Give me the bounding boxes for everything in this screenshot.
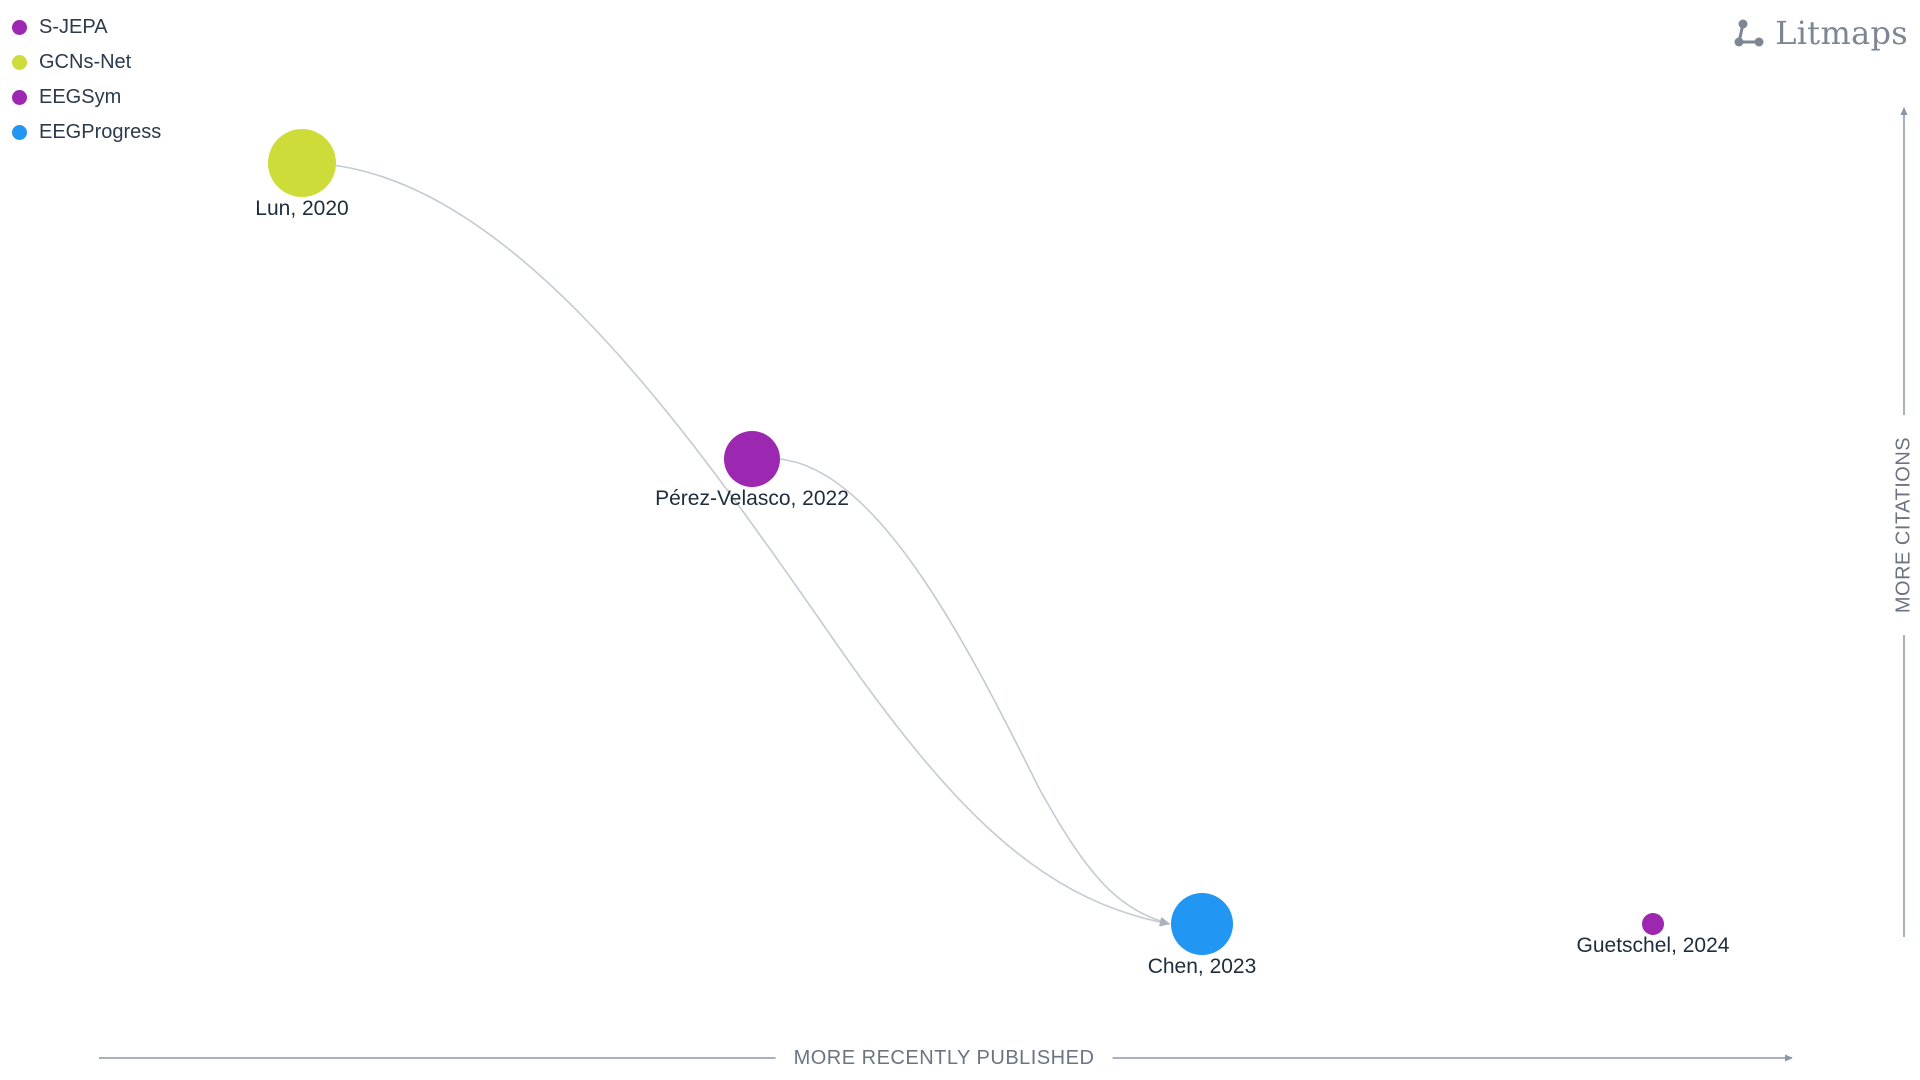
legend-label: S-JEPA xyxy=(39,15,108,38)
legend-item-s-jepa[interactable]: S-JEPA xyxy=(12,14,161,40)
legend-dot-eegprogress xyxy=(12,124,27,140)
litmaps-logo-icon xyxy=(1734,19,1764,47)
link-lun-to-chen[interactable] xyxy=(301,162,1171,927)
y-axis-label: MORE CITATIONS xyxy=(1892,414,1916,636)
legend-item-eegprogress[interactable]: EEGProgress xyxy=(12,119,161,145)
paper-node-lun-2020[interactable] xyxy=(268,129,336,197)
legend-label: EEGProgress xyxy=(39,120,162,143)
node-label-perez-velasco[interactable]: Pérez-Velasco, 2022 xyxy=(655,487,849,510)
x-axis-label: MORE RECENTLY PUBLISHED xyxy=(775,1047,1113,1070)
paper-node-chen-2023[interactable] xyxy=(1171,893,1233,955)
node-label-guetschel[interactable]: Guetschel, 2024 xyxy=(1576,934,1730,957)
link-perez-to-chen[interactable] xyxy=(779,458,1171,926)
brand-name: Litmaps xyxy=(1775,14,1908,52)
legend-dot-eegsym xyxy=(12,89,27,105)
legend-label: EEGSym xyxy=(39,85,122,108)
legend-dot-s-jepa xyxy=(12,19,27,35)
legend: S-JEPA GCNs-Net EEGSym EEGProgress xyxy=(12,14,161,145)
node-label-chen[interactable]: Chen, 2023 xyxy=(1147,955,1257,978)
node-label-lun[interactable]: Lun, 2020 xyxy=(255,197,349,220)
legend-item-eegsym[interactable]: EEGSym xyxy=(12,84,161,110)
paper-node-guetschel-2024[interactable] xyxy=(1642,913,1664,935)
legend-dot-gcns-net xyxy=(12,54,27,70)
litmaps-brand[interactable]: Litmaps xyxy=(1733,14,1908,52)
legend-item-gcns-net[interactable]: GCNs-Net xyxy=(12,49,161,75)
paper-node-perez-velasco-2022[interactable] xyxy=(724,431,780,487)
legend-label: GCNs-Net xyxy=(39,50,132,73)
